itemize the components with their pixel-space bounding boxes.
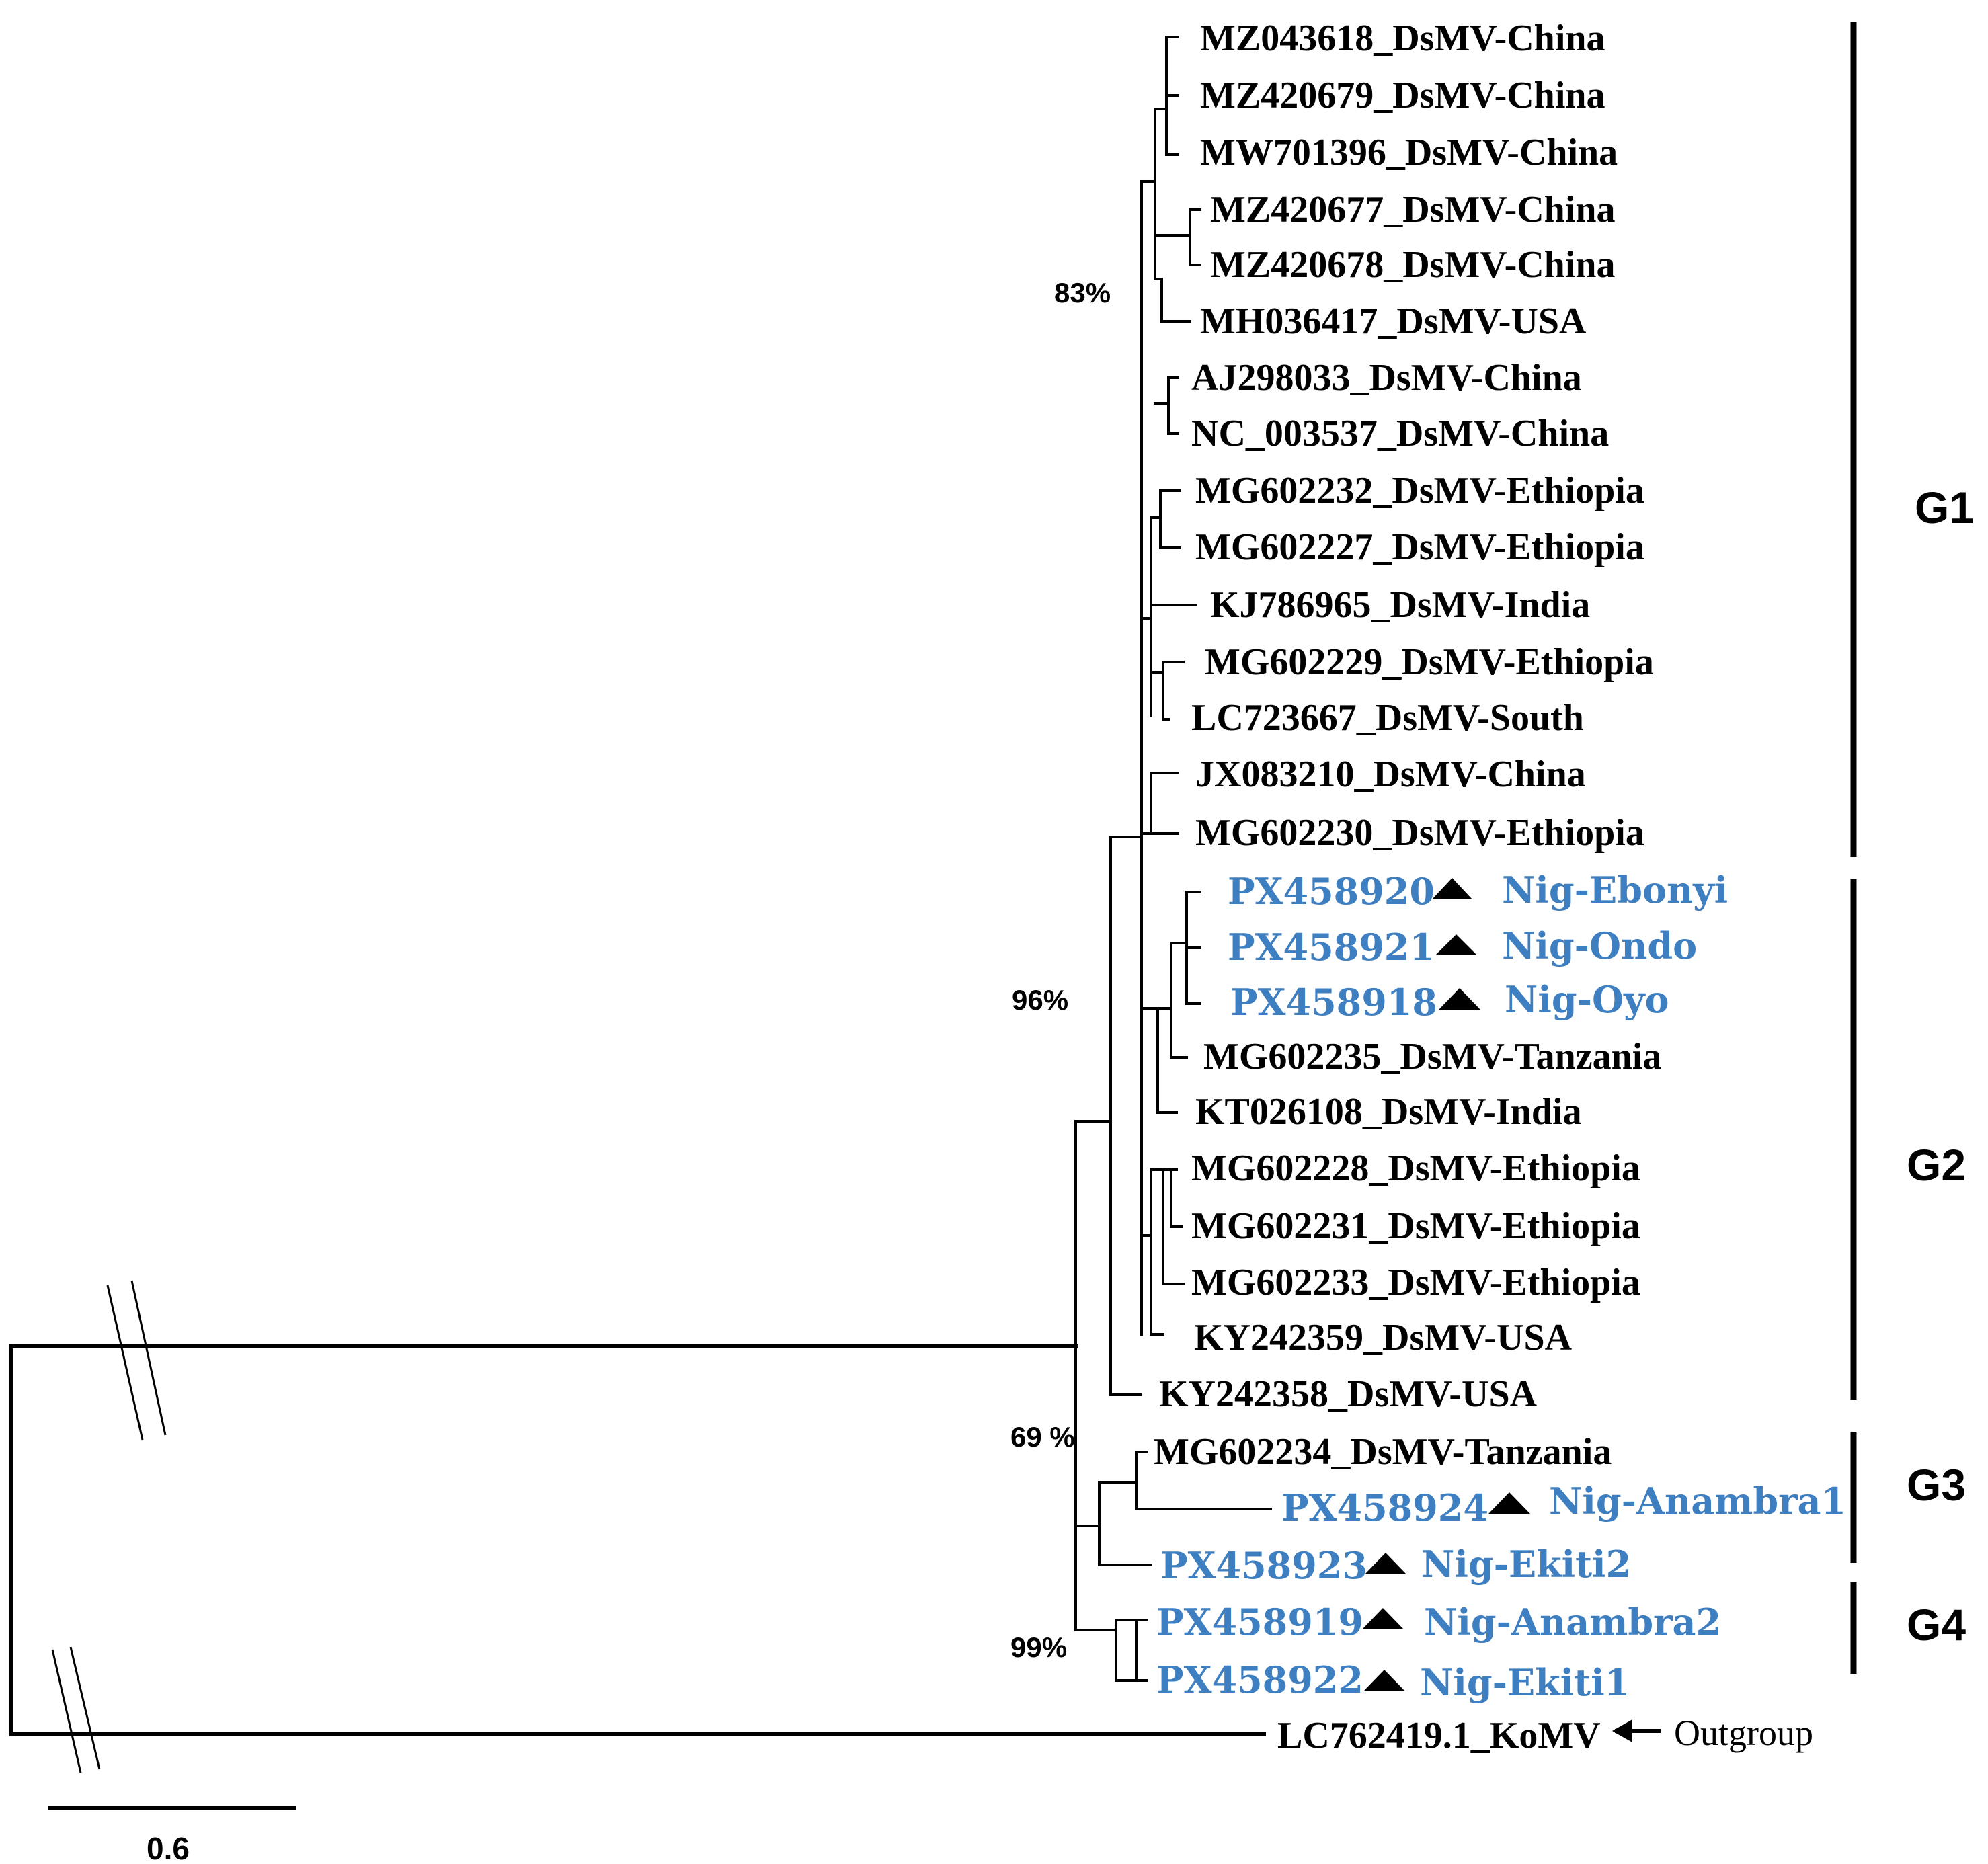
g2-clade-branches <box>1140 891 1201 1336</box>
tip-JX083210: JX083210_DsMV-China <box>1195 754 1586 795</box>
tip-MZ420679: MZ420679_DsMV-China <box>1200 75 1605 116</box>
triangle-marker-icon <box>1365 1553 1406 1574</box>
region-label: Nig-Oyo <box>1505 978 1669 1021</box>
region-label: Nig-Anambra1 <box>1549 1480 1846 1523</box>
tip-MG602228: MG602228_DsMV-Ethiopia <box>1191 1147 1640 1189</box>
group-label-g2: G2 <box>1907 1140 1966 1190</box>
tip-labels: MZ043618_DsMV-China MZ420679_DsMV-China … <box>1154 17 1846 1756</box>
tip-MH036417: MH036417_DsMV-USA <box>1200 300 1587 342</box>
scale-bar: 0.6 <box>48 1806 296 1864</box>
bootstrap-69: 69 % <box>1010 1421 1075 1453</box>
tip-PX458919: PX458919 Nig-Anambra2 <box>1156 1600 1721 1644</box>
tip-MZ420678: MZ420678_DsMV-China <box>1210 244 1616 286</box>
tip-PX458918: PX458918 Nig-Oyo <box>1230 978 1669 1024</box>
tip-NC_003537: NC_003537_DsMV-China <box>1191 413 1609 454</box>
tip-MG602227: MG602227_DsMV-Ethiopia <box>1195 526 1644 568</box>
tip-KT026108: KT026108_DsMV-India <box>1195 1091 1582 1133</box>
g1-g2-branch <box>1074 836 1143 1396</box>
branch-break-marks <box>51 1280 167 1773</box>
ethiopia-clade-branches <box>1140 489 1197 835</box>
tip-KY242359: KY242359_DsMV-USA <box>1194 1317 1573 1359</box>
bootstrap-99: 99% <box>1010 1631 1067 1663</box>
region-label: Nig-Ekiti2 <box>1421 1543 1631 1586</box>
tip-KY242358: KY242358_DsMV-USA <box>1159 1373 1538 1415</box>
bootstrap-labels: 83% 96% 69 % 99% <box>1010 277 1111 1663</box>
tree-branches <box>9 36 1272 1773</box>
tip-LC723667: LC723667_DsMV-South <box>1191 697 1584 739</box>
region-label: Nig-Ekiti1 <box>1420 1661 1630 1704</box>
tip-KJ786965: KJ786965_DsMV-India <box>1210 584 1590 626</box>
triangle-marker-icon <box>1363 1670 1405 1691</box>
tip-MW701396: MW701396_DsMV-China <box>1200 132 1618 173</box>
triangle-marker-icon <box>1488 1492 1530 1514</box>
outgroup-arrow-icon <box>1612 1719 1661 1742</box>
tip-MG602230: MG602230_DsMV-Ethiopia <box>1195 812 1644 854</box>
group-label-g1: G1 <box>1915 483 1974 532</box>
outgroup-label: Outgroup <box>1674 1713 1813 1753</box>
accession-label: PX458920 <box>1228 870 1435 913</box>
tip-MG602231: MG602231_DsMV-Ethiopia <box>1191 1205 1640 1247</box>
region-label: Nig-Ondo <box>1502 924 1697 967</box>
tip-MG602229: MG602229_DsMV-Ethiopia <box>1205 641 1654 683</box>
triangle-marker-icon <box>1439 988 1480 1010</box>
tip-LC762419: LC762419.1_KoMV <box>1277 1715 1601 1756</box>
tip-MZ420677: MZ420677_DsMV-China <box>1210 189 1616 231</box>
tip-PX458920: PX458920 Nig-Ebonyi <box>1228 868 1728 913</box>
tip-MG602234: MG602234_DsMV-Tanzania <box>1154 1431 1612 1473</box>
tip-PX458924: PX458924 Nig-Anambra1 <box>1281 1480 1846 1529</box>
accession-label: PX458924 <box>1281 1486 1488 1529</box>
accession-label: PX458922 <box>1156 1658 1363 1701</box>
accession-label: PX458923 <box>1160 1544 1367 1587</box>
triangle-marker-icon <box>1362 1608 1404 1629</box>
triangle-marker-icon <box>1432 878 1472 899</box>
g1-tail-branches <box>1150 772 1179 835</box>
tip-MG602233: MG602233_DsMV-Ethiopia <box>1191 1262 1640 1303</box>
tip-PX458922: PX458922 Nig-Ekiti1 <box>1156 1658 1630 1704</box>
region-label: Nig-Ebonyi <box>1502 868 1728 911</box>
triangle-marker-icon <box>1436 934 1476 955</box>
scale-bar-label: 0.6 <box>147 1831 190 1864</box>
tip-AJ298033: AJ298033_DsMV-China <box>1191 357 1582 399</box>
clade-bars: G1 G2 G3 G4 <box>1850 22 1974 1674</box>
bootstrap-83: 83% <box>1054 277 1111 309</box>
root-branch <box>9 1344 1266 1736</box>
tip-PX458923: PX458923 Nig-Ekiti2 <box>1160 1543 1631 1587</box>
g3-g4-branches <box>1074 1451 1272 1682</box>
group-label-g3: G3 <box>1907 1460 1966 1510</box>
china-clade-branches <box>1140 36 1201 435</box>
bootstrap-96: 96% <box>1012 984 1068 1016</box>
tip-PX458921: PX458921 Nig-Ondo <box>1228 924 1697 969</box>
accession-label: PX458919 <box>1156 1600 1363 1644</box>
accession-label: PX458921 <box>1228 926 1435 969</box>
accession-label: PX458918 <box>1230 981 1437 1024</box>
tip-MG602235: MG602235_DsMV-Tanzania <box>1203 1036 1661 1078</box>
tip-MG602232: MG602232_DsMV-Ethiopia <box>1195 470 1644 512</box>
tip-MZ043618: MZ043618_DsMV-China <box>1200 17 1605 59</box>
region-label: Nig-Anambra2 <box>1424 1600 1721 1644</box>
group-label-g4: G4 <box>1907 1600 1966 1650</box>
